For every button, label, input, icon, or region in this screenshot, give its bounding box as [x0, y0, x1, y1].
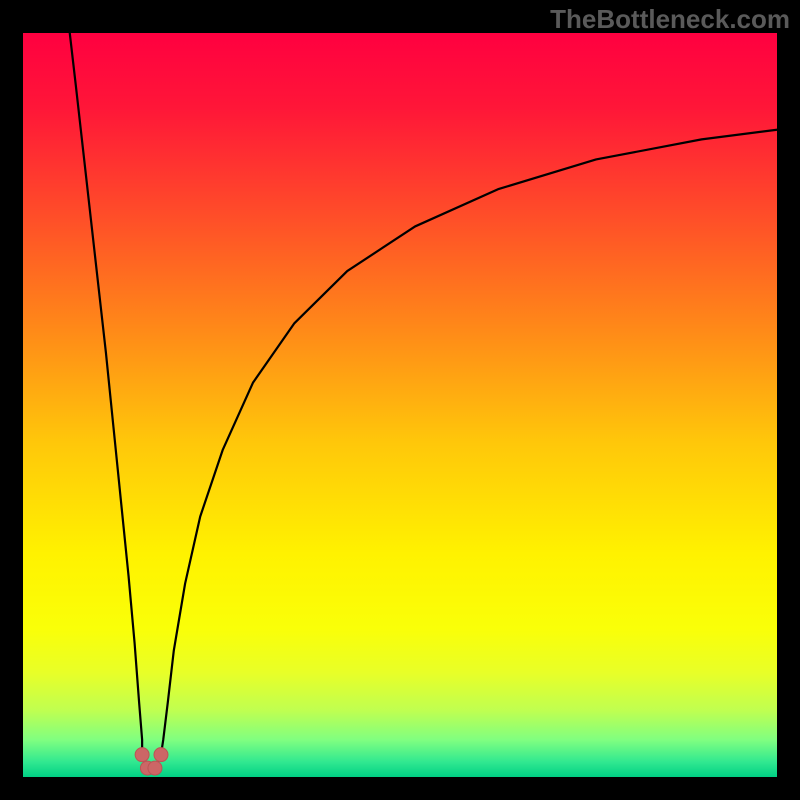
watermark-text: TheBottleneck.com: [550, 4, 790, 35]
chart-container: TheBottleneck.com: [0, 0, 800, 800]
optimal-marker: [135, 748, 149, 762]
optimal-marker: [154, 748, 168, 762]
plot-area: [23, 33, 777, 777]
optimal-marker: [148, 761, 162, 775]
plot-svg: [23, 33, 777, 777]
